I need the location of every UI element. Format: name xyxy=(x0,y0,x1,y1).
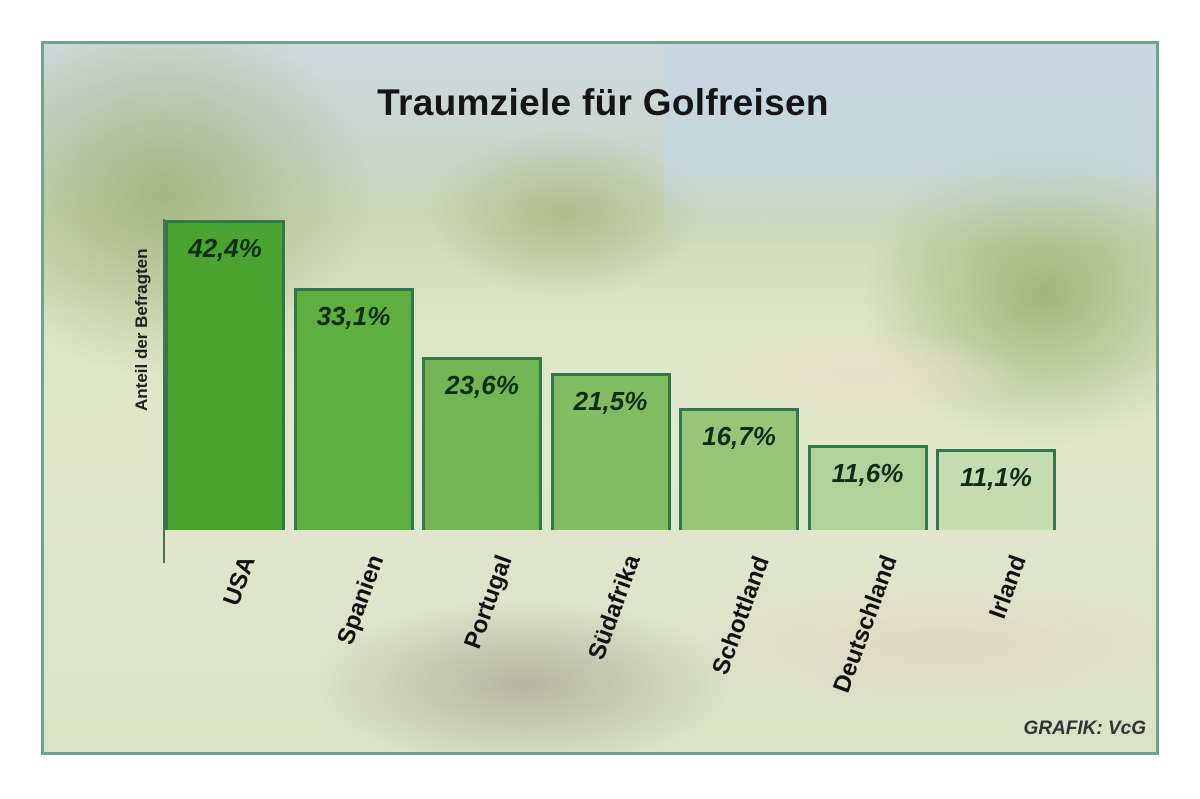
background-sky xyxy=(664,44,1156,244)
bar-value-label: 11,6% xyxy=(831,458,904,489)
bar-deutschland: 11,6% xyxy=(807,445,928,530)
plot-area: 42,4% USA 33,1% Spanien 23,6% Portugal 21,5% Sü… xyxy=(44,44,1156,752)
bar-value-label: 33,1% xyxy=(316,300,391,331)
y-axis-line xyxy=(163,219,165,563)
bar-value-label: 42,4% xyxy=(188,233,262,263)
bar-value-label: 11,1% xyxy=(960,461,1032,492)
x-tick-label: USA xyxy=(217,552,261,610)
bar-value-label: 21,5% xyxy=(573,385,648,416)
x-tick-label: Südafrika xyxy=(583,551,646,664)
bar-schottland: 16,7% xyxy=(679,407,799,530)
x-tick-label: Irland xyxy=(983,551,1032,623)
bar-südafrika: 21,5% xyxy=(550,372,671,530)
chart-title: Traumziele für Golfreisen xyxy=(377,82,829,123)
x-tick-label: Spanien xyxy=(331,551,389,649)
bar-portugal: 23,6% xyxy=(422,357,542,530)
x-tick-label: Schottland xyxy=(706,551,775,678)
bar-usa: 42,4% xyxy=(165,220,285,530)
x-tick-label: Deutschland xyxy=(828,551,903,697)
bar-value-label: 16,7% xyxy=(702,420,776,451)
chart-frame: Traumziele für Golfreisen Anteil der Bef… xyxy=(41,41,1159,755)
bar-spanien: 33,1% xyxy=(293,287,414,530)
bar-irland: 11,1% xyxy=(936,448,1056,530)
source-credit: GRAFIK: VcG xyxy=(1023,718,1146,739)
x-tick-label: Portugal xyxy=(458,551,518,653)
bar-value-label: 23,6% xyxy=(445,370,519,401)
